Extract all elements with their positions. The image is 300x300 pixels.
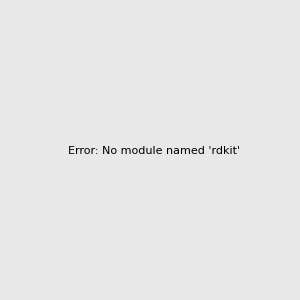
Text: Error: No module named 'rdkit': Error: No module named 'rdkit' [68, 146, 240, 157]
